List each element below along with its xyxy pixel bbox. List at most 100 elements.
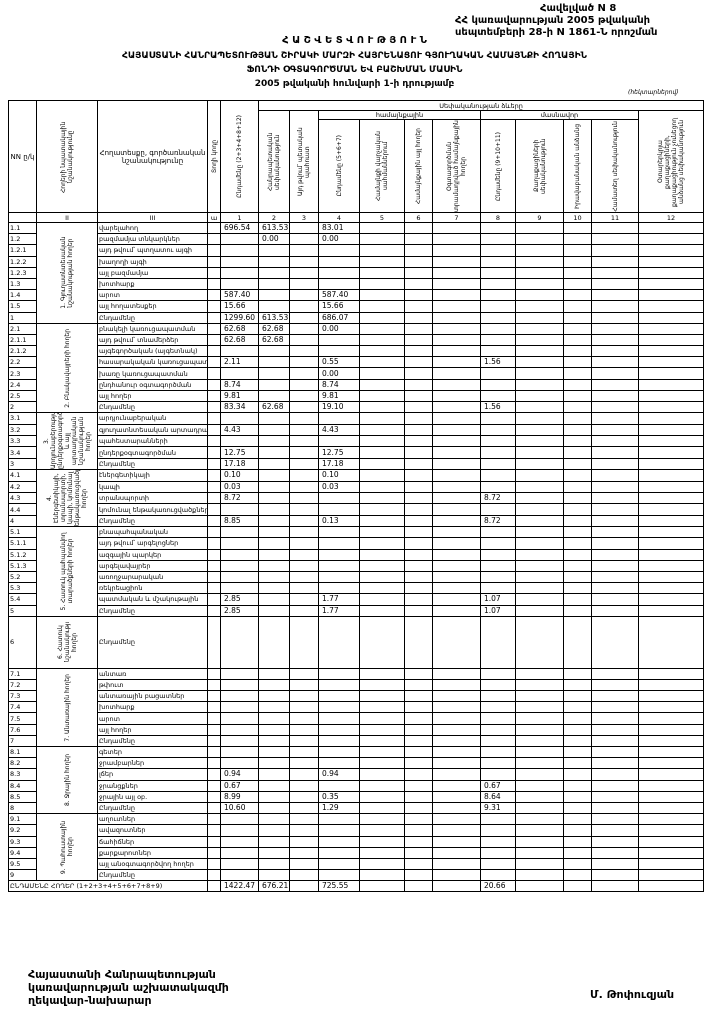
row-code: 2.3: [8, 367, 37, 380]
subtitle: ՀԱՅԱՍՏԱՆԻ ՀԱՆՐԱՊԵՏՈՒԹՅԱՆ ՇԻՐԱԿԻ ՄԱՐԶԻ ՀԱ…: [122, 51, 587, 61]
value-cell: [637, 559, 705, 572]
value-cell: [258, 434, 290, 448]
column-header: Հողատեսքը, գործառնական նշանակությունը: [97, 100, 208, 213]
value-cell: 613.53: [258, 221, 290, 235]
value-cell: [432, 757, 481, 770]
value-cell: 1.77: [318, 593, 360, 606]
value-cell: [404, 604, 433, 617]
value-cell: [432, 345, 481, 358]
code-cell: [207, 367, 221, 380]
value-cell: 0.67: [480, 779, 516, 792]
table-row: 2.3 խառը կառուցապատման 0.00: [8, 367, 705, 380]
row-name: այլ հողեր: [97, 723, 208, 736]
value-cell: 1.56: [480, 400, 516, 414]
value-cell: [637, 690, 705, 703]
value-cell: [591, 701, 639, 714]
value-cell: [515, 277, 564, 291]
value-cell: [432, 835, 481, 848]
value-cell: [359, 768, 405, 781]
row-name: պատմական և մշակութային: [97, 593, 208, 606]
value-cell: [515, 570, 564, 584]
value-cell: [637, 434, 705, 448]
value-cell: [432, 503, 481, 516]
value-cell: [404, 356, 433, 369]
row-code: 8.5: [8, 790, 37, 803]
value-cell: [515, 701, 564, 714]
value-cell: 62.68: [220, 322, 259, 335]
value-cell: [220, 537, 259, 550]
value-cell: [220, 869, 259, 882]
value-cell: 20.66: [480, 880, 516, 893]
value-cell: [289, 559, 319, 572]
value-cell: [318, 712, 360, 725]
row-name: հասարակական կառուցապատման: [97, 356, 208, 369]
value-cell: [480, 690, 516, 703]
value-cell: 8.72: [220, 491, 259, 505]
value-cell: [432, 701, 481, 714]
table-row: 3 Ընդամենը 17.18 17.18: [8, 457, 705, 471]
value-cell: [258, 712, 290, 725]
value-cell: [637, 457, 705, 471]
row-code: 5.1.2: [8, 548, 37, 561]
value-cell: 12.75: [318, 446, 360, 459]
value-cell: [591, 712, 639, 725]
value-cell: [318, 734, 360, 748]
value-cell: [289, 289, 319, 302]
value-cell: [591, 345, 639, 358]
value-cell: 676.21: [258, 880, 290, 893]
code-cell: [207, 300, 221, 313]
value-cell: [591, 221, 639, 235]
value-cell: [220, 233, 259, 246]
column-number: 3: [289, 212, 319, 223]
row-name: այլ անօգտագործվող հողեր: [97, 857, 208, 871]
row-code: 1.2.3: [8, 266, 37, 279]
value-cell: [480, 678, 516, 692]
value-cell: [318, 570, 360, 584]
report-date: 2005 թվականի հունվարի 1-ի դրությամբ: [254, 79, 455, 89]
value-cell: [480, 389, 516, 403]
value-cell: [515, 221, 564, 235]
value-cell: 0.00: [258, 233, 290, 246]
value-cell: 0.00: [318, 322, 360, 335]
value-cell: [258, 824, 290, 837]
value-cell: [318, 779, 360, 792]
value-cell: [289, 824, 319, 837]
value-cell: [637, 266, 705, 279]
code-cell: [207, 857, 221, 871]
value-cell: [318, 548, 360, 561]
value-cell: [591, 423, 639, 436]
code-cell: [207, 559, 221, 572]
value-cell: [591, 400, 639, 414]
row-name: այդ թվում՝ պտղատու այգի: [97, 244, 208, 257]
value-cell: [637, 491, 705, 505]
value-cell: [289, 514, 319, 528]
value-cell: [404, 345, 433, 358]
table-row: 8.1 8. Ջրային հողեր գետեր: [8, 745, 705, 815]
column-header: Համայնքի վարչական սահմաններում: [359, 119, 405, 213]
value-cell: [258, 690, 290, 703]
value-cell: [563, 526, 592, 539]
group-cell: 7. Անտառային հողեր: [36, 667, 98, 748]
value-cell: [637, 345, 705, 358]
value-cell: [258, 790, 290, 803]
row-name: ազգային պարկեր: [97, 548, 208, 561]
value-cell: [258, 503, 290, 516]
value-cell: [289, 537, 319, 550]
value-cell: [432, 289, 481, 302]
column-group: մասնավոր: [480, 110, 639, 120]
table-row: 8 Ընդամենը 10.60 1.29 9.31: [8, 801, 705, 815]
value-cell: [515, 734, 564, 748]
value-cell: [591, 582, 639, 595]
column-header: Ընդամենը (2+3+4+8+12): [220, 100, 259, 213]
value-cell: [404, 615, 433, 669]
row-name: բնապահպանական: [97, 526, 208, 539]
value-cell: [258, 678, 290, 692]
value-cell: [637, 813, 705, 826]
value-cell: [563, 615, 592, 669]
value-cell: [289, 757, 319, 770]
value-cell: [515, 869, 564, 882]
row-name: կապի: [97, 480, 208, 493]
value-cell: [637, 615, 705, 669]
value-cell: 1422.47: [220, 880, 259, 893]
value-cell: [515, 835, 564, 848]
